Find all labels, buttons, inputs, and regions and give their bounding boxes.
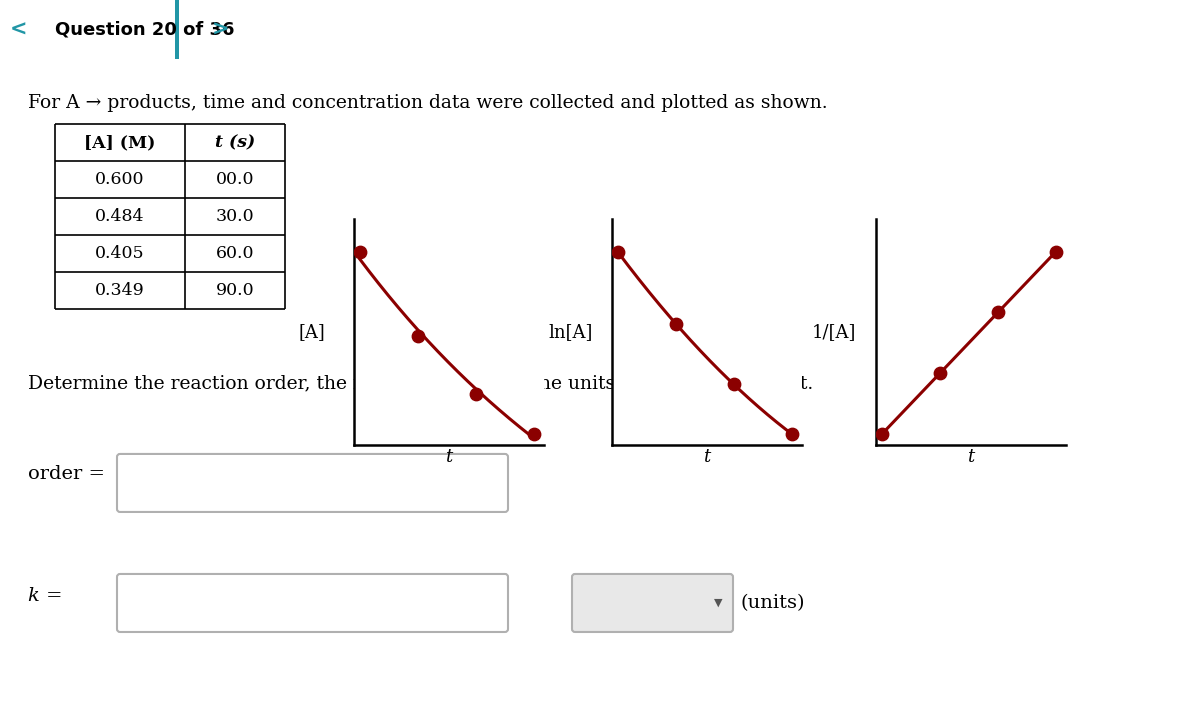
FancyBboxPatch shape xyxy=(572,574,733,632)
Text: 0.349: 0.349 xyxy=(95,282,145,299)
Y-axis label: ln[A]: ln[A] xyxy=(548,323,593,341)
Point xyxy=(989,307,1008,318)
Text: >: > xyxy=(211,20,229,40)
Text: 90.0: 90.0 xyxy=(216,282,254,299)
Point xyxy=(1046,246,1066,258)
Text: t (s): t (s) xyxy=(215,134,256,151)
Text: 30.0: 30.0 xyxy=(216,208,254,225)
Text: <: < xyxy=(10,20,26,40)
Point xyxy=(725,378,744,390)
FancyBboxPatch shape xyxy=(118,574,508,632)
Point xyxy=(666,318,685,330)
X-axis label: t: t xyxy=(967,448,974,466)
Point xyxy=(467,388,486,399)
X-axis label: t: t xyxy=(703,448,710,466)
Point xyxy=(350,246,370,258)
Point xyxy=(782,429,802,440)
Text: 0.600: 0.600 xyxy=(95,171,145,188)
X-axis label: t: t xyxy=(445,448,452,466)
Y-axis label: [A]: [A] xyxy=(299,323,325,341)
Text: ▼: ▼ xyxy=(714,598,722,608)
Text: [A] (M): [A] (M) xyxy=(84,134,156,151)
Point xyxy=(408,330,427,342)
Bar xyxy=(175,0,179,59)
Text: (units): (units) xyxy=(740,594,804,612)
Text: 60.0: 60.0 xyxy=(216,245,254,262)
Text: Question 20 of 36: Question 20 of 36 xyxy=(55,21,234,39)
Point xyxy=(872,429,892,440)
Text: 00.0: 00.0 xyxy=(216,171,254,188)
Text: k =: k = xyxy=(28,587,62,605)
Text: 0.484: 0.484 xyxy=(95,208,145,225)
Point xyxy=(524,429,544,440)
Point xyxy=(930,368,949,379)
Point xyxy=(608,246,628,258)
FancyBboxPatch shape xyxy=(118,454,508,512)
Y-axis label: 1/[A]: 1/[A] xyxy=(812,323,857,341)
Text: 0.405: 0.405 xyxy=(95,245,145,262)
Text: order =: order = xyxy=(28,465,106,483)
Text: For A → products, time and concentration data were collected and plotted as show: For A → products, time and concentration… xyxy=(28,94,828,112)
Text: Determine the reaction order, the rate constant, and the units of the rate const: Determine the reaction order, the rate c… xyxy=(28,374,814,392)
